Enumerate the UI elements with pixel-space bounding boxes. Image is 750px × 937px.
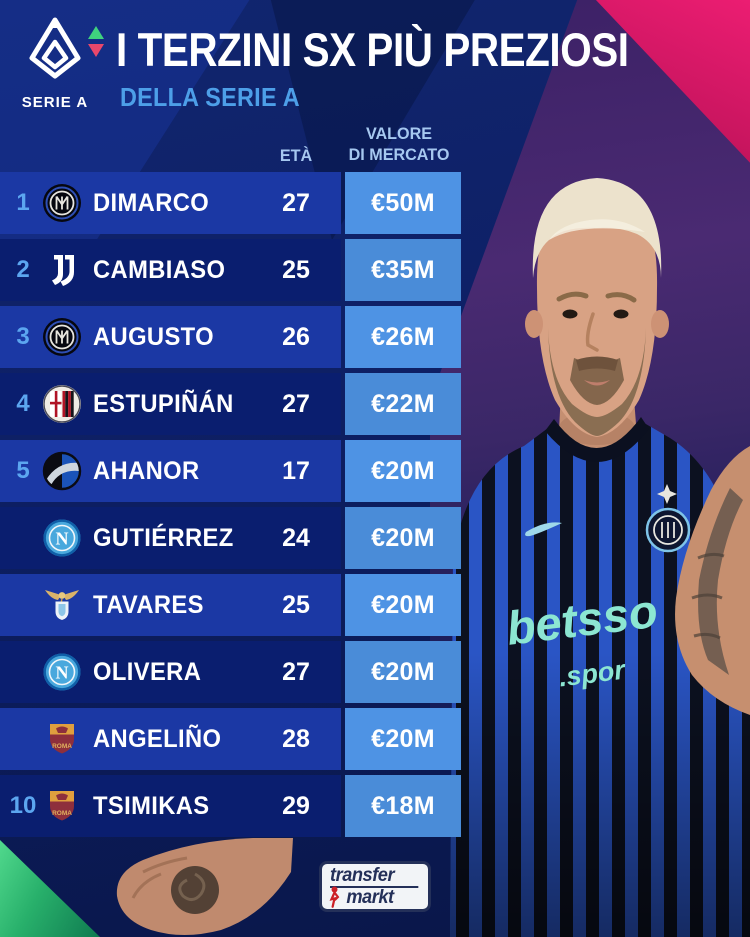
player-name: AUGUSTO [93,322,214,351]
svg-text:ROMA: ROMA [52,810,72,817]
market-value-cell: €22M [345,373,461,435]
club-crest-inter-icon [42,183,82,223]
rank-label: 4 [16,390,30,417]
green-up-triangle-icon [88,26,104,39]
age-value: 24 [282,523,310,552]
transfermarkt-logo: transfer markt [319,861,431,912]
rank-label [0,641,46,703]
transfermarkt-logo-bottom: markt [346,887,394,908]
market-value-cell: €20M [345,641,461,703]
age-value: 27 [282,657,310,686]
market-value-cell: €18M [345,775,461,837]
market-value: €20M [371,724,435,753]
table-row: N GUTIÉRREZ 24 €20M [0,507,461,569]
market-value-cell: €50M [345,172,461,234]
market-value-cell: €20M [345,574,461,636]
market-value-cell: €35M [345,239,461,301]
club-crest-inter-icon [42,317,82,357]
player-name: GUTIÉRREZ [93,523,234,552]
age-value: 27 [282,389,310,418]
market-value-cell: €20M [345,440,461,502]
tattooed-hand [116,838,293,935]
table-row: 10 ROMA TSIMIKAS 29 €18M [0,775,461,837]
rank-label: 3 [16,323,30,350]
svg-text:ROMA: ROMA [52,743,72,750]
page-subtitle: DELLA SERIE A [120,82,300,112]
inter-chest-badge-icon [645,507,691,553]
rank-label: 10 [9,792,37,819]
market-value: €20M [371,590,435,619]
serie-a-label: SERIE A [21,94,89,111]
column-header-value-line2: DI MERCATO [348,145,450,164]
table-row: TAVARES 25 €20M [0,574,461,636]
table-row: 5 AHANOR 17 €20M [0,440,461,502]
market-value: €20M [371,657,435,686]
club-crest-atalanta-icon [42,451,82,491]
svg-text:N: N [56,663,69,683]
page-title: I TERZINI SX PIÙ PREZIOSI [116,23,629,76]
rank-label [0,708,46,770]
rank-label [0,507,46,569]
player-name: TAVARES [93,590,204,619]
serie-a-badge-icon [29,17,81,79]
club-crest-napoli-icon: N [42,652,82,692]
market-value: €35M [371,255,435,284]
table-row: 2 CAMBIASO 25 €35M [0,239,461,301]
age-value: 25 [282,590,310,619]
club-crest-roma-icon: ROMA [42,786,82,826]
table-row: 3 AUGUSTO 26 €26M [0,306,461,368]
player-name: CAMBIASO [93,255,226,284]
row-bar [0,239,341,301]
market-value: €50M [371,188,435,217]
table-row: ROMA ANGELIÑO 28 €20M [0,708,461,770]
club-crest-milan-icon [42,384,82,424]
red-down-triangle-icon [88,44,104,57]
club-crest-lazio-icon [42,585,82,625]
serie-a-logo: SERIE A [18,16,92,111]
club-crest-roma-icon: ROMA [42,719,82,759]
brand-player-icon [329,886,340,908]
club-crest-juventus-icon [42,250,82,290]
rank-label: 5 [16,457,30,484]
club-crest-napoli-icon: N [42,518,82,558]
player-name: ANGELIÑO [93,724,222,753]
svg-text:N: N [56,529,69,549]
market-value-cell: €20M [345,708,461,770]
rank-label: 2 [16,256,30,283]
market-value: €20M [371,523,435,552]
table-row: 1 DIMARCO 27 €50M [0,172,461,234]
player-name: DIMARCO [93,188,210,217]
player-name: ESTUPIÑÁN [93,389,234,418]
age-value: 27 [282,188,310,217]
age-value: 17 [282,456,310,485]
transfermarkt-logo-top: transfer [330,866,419,888]
ranking-table: 1 DIMARCO 27 €50M 2 CAMBIASO 25 €35M 3 A… [0,172,461,842]
column-header-value-line1: VALORE [365,124,433,143]
column-header-age: ETÀ [279,146,313,165]
rank-label: 1 [16,189,30,216]
market-value: €18M [371,791,435,820]
green-triangle-decoration [0,840,100,937]
age-value: 29 [282,791,310,820]
player-photo: betsso .spor [450,178,750,937]
market-value-cell: €26M [345,306,461,368]
age-value: 28 [282,724,310,753]
market-value: €22M [371,389,435,418]
age-value: 25 [282,255,310,284]
player-name: AHANOR [93,456,200,485]
market-value: €26M [371,322,435,351]
player-name: TSIMIKAS [93,791,210,820]
table-row: 4 ESTUPIÑÁN 27 €22M [0,373,461,435]
market-value-cell: €20M [345,507,461,569]
age-value: 26 [282,322,310,351]
player-name: OLIVERA [93,657,202,686]
market-value: €20M [371,456,435,485]
rank-label [0,574,46,636]
table-row: N OLIVERA 27 €20M [0,641,461,703]
